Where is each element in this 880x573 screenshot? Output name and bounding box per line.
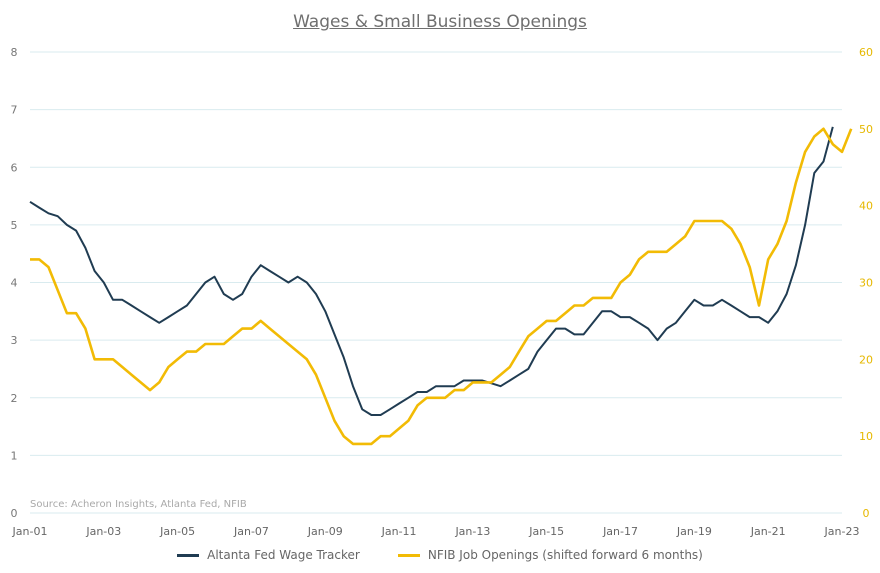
x-tick-label: Jan-09 <box>307 525 343 538</box>
chart-title: Wages & Small Business Openings <box>293 12 587 32</box>
x-tick-label: Jan-21 <box>750 525 786 538</box>
x-tick-label: Jan-19 <box>676 525 712 538</box>
left-tick-label: 7 <box>11 104 18 117</box>
x-tick-label: Jan-13 <box>454 525 490 538</box>
left-tick-label: 3 <box>11 334 18 347</box>
legend-item-openings: NFIB Job Openings (shifted forward 6 mon… <box>397 548 703 562</box>
x-tick-label: Jan-17 <box>602 525 638 538</box>
x-tick-label: Jan-07 <box>233 525 269 538</box>
right-tick-label: 40 <box>859 200 873 213</box>
source-note: Source: Acheron Insights, Atlanta Fed, N… <box>30 499 247 510</box>
right-tick-label: 30 <box>859 277 873 290</box>
right-tick-label: 0 <box>863 507 870 520</box>
legend-label-openings: NFIB Job Openings (shifted forward 6 mon… <box>427 548 703 562</box>
right-tick-label: 50 <box>859 123 873 136</box>
x-tick-label: Jan-05 <box>159 525 195 538</box>
right-tick-label: 20 <box>859 353 873 366</box>
left-tick-label: 5 <box>11 219 18 232</box>
left-tick-label: 2 <box>11 392 18 405</box>
x-tick-label: Jan-01 <box>12 525 48 538</box>
left-tick-label: 8 <box>11 46 18 59</box>
legend-swatch-openings <box>397 553 420 557</box>
legend-label-wage: Altanta Fed Wage Tracker <box>207 548 360 562</box>
x-tick-label: Jan-23 <box>824 525 860 538</box>
series-line-wage-tracker <box>29 126 834 416</box>
left-tick-label: 6 <box>11 161 18 174</box>
x-tick-label: Jan-03 <box>85 525 121 538</box>
x-tick-label: Jan-11 <box>381 525 417 538</box>
legend-swatch-wage <box>177 553 200 557</box>
left-tick-label: 4 <box>11 277 18 290</box>
left-tick-label: 1 <box>11 449 18 462</box>
legend: Altanta Fed Wage Tracker NFIB Job Openin… <box>0 548 880 562</box>
series-line-job-openings <box>30 127 853 446</box>
right-tick-label: 60 <box>859 46 873 59</box>
left-tick-label: 0 <box>11 507 18 520</box>
legend-item-wage: Altanta Fed Wage Tracker <box>177 548 360 562</box>
right-tick-label: 10 <box>859 430 873 443</box>
x-tick-label: Jan-15 <box>528 525 564 538</box>
